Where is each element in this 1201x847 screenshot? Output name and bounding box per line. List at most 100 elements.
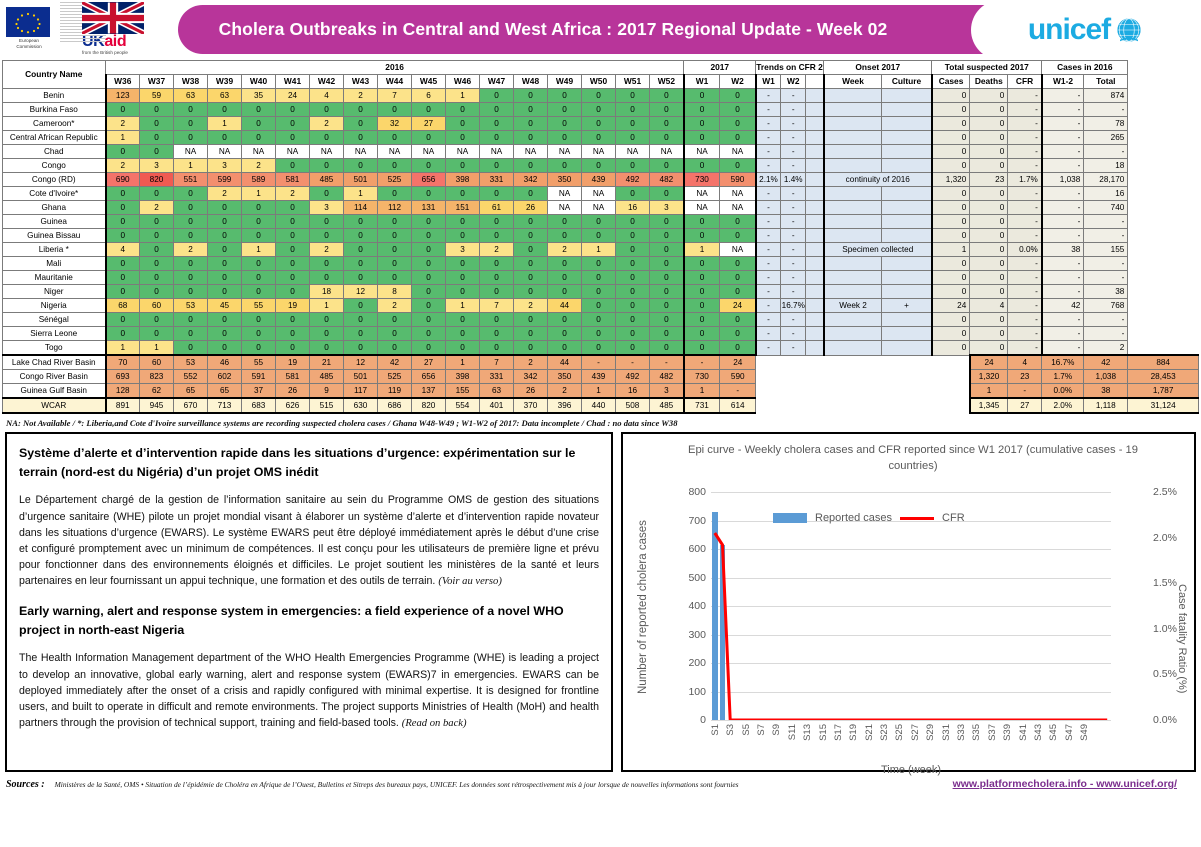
cell-W52-2016: 3 — [648, 200, 685, 215]
basin-cell-W52: - — [648, 354, 685, 370]
chart-xtick: S7 — [756, 724, 767, 736]
cell-onset-week — [822, 312, 883, 327]
basin-cell-W49: 2 — [547, 383, 582, 399]
cell-W36-2016: 0 — [104, 102, 140, 117]
basin-gap — [755, 383, 970, 398]
basin-cell-W49: 44 — [547, 354, 582, 370]
wcar-cell-W41: 626 — [275, 397, 310, 414]
country-cell: Liberia * — [2, 242, 106, 257]
col-trend-W1-0: W1 — [754, 74, 782, 89]
cell-W49-2016: 350 — [547, 172, 582, 187]
cell-W42-2016: 2 — [309, 116, 344, 131]
cell-W45-2016: 0 — [411, 284, 446, 299]
cell-W39-2016: NA — [207, 144, 242, 159]
cell-W49-2016: 0 — [547, 340, 582, 356]
cell-W52-2016: 0 — [648, 88, 685, 103]
cell-W48-2016: 0 — [513, 284, 548, 299]
cell-W39-2016: 599 — [207, 172, 242, 187]
epi-curve-panel: Epi curve - Weekly cholera cases and CFR… — [621, 432, 1196, 776]
cell-total-cases: 0 — [930, 312, 971, 327]
cell-W42-2016: 3 — [309, 200, 344, 215]
cell-onset-week — [822, 186, 883, 201]
cell-W39-2016: 0 — [207, 256, 242, 271]
col-W2-2017: W2 — [719, 74, 757, 89]
cell-W38-2016: 0 — [173, 340, 208, 356]
cell-W2-2017: 0 — [719, 158, 757, 173]
cell-W45-2016: 0 — [411, 186, 446, 201]
cell-W39-2016: 0 — [207, 326, 242, 341]
wcar-cell-W42: 515 — [309, 397, 344, 414]
legend-swatch-cfr — [900, 516, 935, 520]
cell-total-cfr: - — [1007, 298, 1043, 313]
cell-W38-2016: 0 — [173, 326, 208, 341]
cell-total-cases: 0 — [930, 158, 971, 173]
cell-W37-2016: 0 — [139, 102, 174, 117]
cell-W37-2016: 1 — [139, 340, 174, 356]
cell-W43-2016: 12 — [343, 284, 378, 299]
basin-cell-W39: 65 — [207, 383, 242, 399]
cell-W2-2017: NA — [719, 200, 757, 215]
cell-W50-2016: NA — [581, 144, 616, 159]
cell-total-deaths: 0 — [969, 228, 1009, 243]
cell-W44-2016: 0 — [377, 340, 412, 356]
country-cell: Congo (RD) — [2, 172, 106, 187]
cell-W44-2016: NA — [377, 144, 412, 159]
cell-W49-2016: 0 — [547, 116, 582, 131]
cell-trend-W1: - — [754, 102, 782, 117]
cell-W2-2017: 0 — [719, 256, 757, 271]
cell-total-cfr: - — [1007, 144, 1043, 159]
cell-W45-2016: 0 — [411, 270, 446, 285]
chart-ytick-right: 0.0% — [1153, 714, 1177, 726]
col-W41-2016: W41 — [275, 74, 310, 89]
cell-W46-2016: 0 — [445, 256, 480, 271]
cell-onset-week: Week 2 — [822, 298, 883, 313]
cell-W45-2016: 0 — [411, 228, 446, 243]
cell-W1-2017: 0 — [682, 298, 721, 313]
cell-W50-2016: NA — [581, 186, 616, 201]
cell-W42-2016: NA — [309, 144, 344, 159]
cell-W41-2016: 0 — [275, 270, 310, 285]
cell-W37-2016: 0 — [139, 256, 174, 271]
basin-cell-W43: 12 — [343, 354, 378, 370]
chart-ytick-left: 500 — [688, 571, 706, 584]
cell-W41-2016: 0 — [275, 214, 310, 229]
cell-W36-2016: 68 — [104, 298, 140, 313]
cell-W40-2016: NA — [241, 144, 276, 159]
cell-trend-W1: - — [754, 116, 782, 131]
cell-W45-2016: 27 — [411, 116, 446, 131]
cell-total-cfr: - — [1007, 186, 1043, 201]
cell-cases2016-total: - — [1083, 102, 1129, 117]
cell-trend-spacer — [805, 144, 825, 159]
cell-W43-2016: 114 — [343, 200, 378, 215]
cell-cases2016-w1-2: - — [1040, 340, 1085, 356]
cell-W46-2016: 0 — [445, 102, 480, 117]
cell-trend-W2: - — [780, 270, 807, 285]
cell-W2-2017: 0 — [719, 284, 757, 299]
cell-W41-2016: 0 — [275, 242, 310, 257]
surveillance-table-container: Country Name 2016 2017 Trends on CFR 201… — [0, 60, 1201, 414]
cell-trend-W2: - — [780, 116, 807, 131]
wcar-cell-W51: 508 — [615, 397, 650, 414]
cell-W44-2016: 0 — [377, 312, 412, 327]
cell-onset-week — [822, 88, 883, 103]
basin-cell-W45: 27 — [411, 354, 446, 370]
cell-W44-2016: 0 — [377, 102, 412, 117]
table-row: Ghana 0 2 0 0 0 0 3 114 112 131 151 61 26 NA NA 16 3 NA NA -… — [2, 200, 1199, 215]
legend-swatch-reported-cases — [773, 513, 807, 523]
chart-xtick: S35 — [971, 724, 983, 741]
cell-cases2016-total: - — [1083, 312, 1129, 327]
cell-total-cfr: - — [1007, 158, 1043, 173]
cell-W2-2017: 590 — [719, 172, 757, 187]
cell-W41-2016: 0 — [275, 312, 310, 327]
cell-W46-2016: 3 — [445, 242, 480, 257]
basin-cell-total: 1,787 — [1127, 383, 1199, 399]
cell-cases2016-total: 28,170 — [1083, 172, 1129, 187]
cell-W52-2016: 0 — [648, 214, 685, 229]
basin-cell-W47: 63 — [479, 383, 514, 399]
footer-links[interactable]: www.platformecholera.info - www.unicef.o… — [952, 778, 1177, 790]
cell-W52-2016: 482 — [648, 172, 685, 187]
cell-W36-2016: 0 — [104, 200, 140, 215]
cell-W42-2016: 0 — [309, 158, 344, 173]
cell-total-deaths: 0 — [969, 256, 1009, 271]
cell-cases2016-total: - — [1083, 214, 1129, 229]
